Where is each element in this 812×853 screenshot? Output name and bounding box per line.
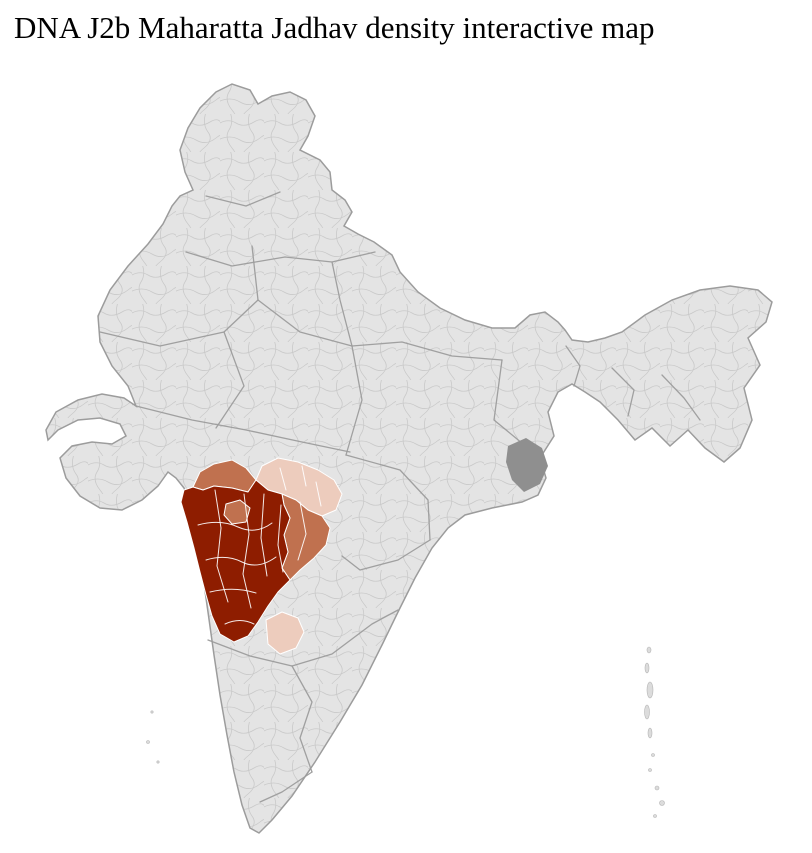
andaman-island[interactable] [644,704,650,720]
nicobar-island[interactable] [659,800,665,806]
nicobar-island[interactable] [654,785,660,791]
lakshadweep-island[interactable] [156,760,160,764]
island-chains[interactable] [146,646,665,818]
district-boundaries-texture [46,84,772,833]
lakshadweep-island[interactable] [150,710,154,714]
density-high-region[interactable] [180,479,291,643]
andaman-island[interactable] [646,646,652,654]
lakshadweep-island[interactable] [146,740,150,744]
state-borders [99,191,701,803]
density-medium-inner-overlay[interactable] [223,499,251,525]
andaman-island[interactable] [651,753,655,757]
andaman-island[interactable] [647,727,653,739]
highlight-district-borders [197,465,322,625]
district-medium-inner-overlay[interactable] [223,499,251,525]
andaman-island[interactable] [648,768,652,772]
district-high-core[interactable] [180,479,291,643]
page-title: DNA J2b Maharatta Jadhav density interac… [14,10,655,45]
neighbor-territory-patch [506,438,548,492]
andaman-island[interactable] [646,681,654,699]
district-low-south[interactable] [265,611,305,655]
andaman-island[interactable] [644,662,650,674]
nicobar-island[interactable] [653,814,657,818]
